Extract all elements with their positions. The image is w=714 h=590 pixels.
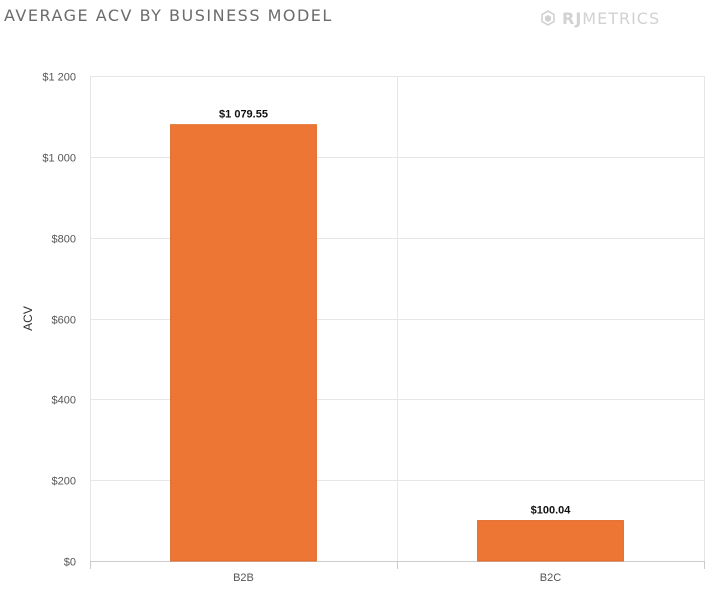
y-tick-label: $0 — [64, 557, 76, 569]
brand-name-rest: METRICS — [582, 8, 661, 28]
data-label: $1 079.55 — [219, 109, 268, 121]
x-tick-label: B2B — [233, 572, 254, 584]
y-tick-label: $200 — [52, 476, 76, 488]
y-tick-label: $1 000 — [42, 153, 76, 165]
data-label: $100.04 — [531, 505, 572, 517]
y-tick-label: $800 — [52, 234, 76, 246]
y-axis-title: ACV — [21, 306, 35, 331]
y-tick-label: $400 — [52, 395, 76, 407]
x-tick-label: B2C — [540, 572, 561, 584]
hexagon-logo-icon — [541, 10, 555, 26]
bar — [170, 124, 317, 562]
bar — [477, 520, 624, 562]
brand-logo: RJMETRICS — [540, 8, 660, 28]
chart-title: AVERAGE ACV BY BUSINESS MODEL — [4, 6, 333, 25]
brand-name-strong: RJ — [562, 8, 583, 28]
y-tick-label: $600 — [52, 315, 76, 327]
y-tick-label: $1 200 — [42, 72, 76, 84]
